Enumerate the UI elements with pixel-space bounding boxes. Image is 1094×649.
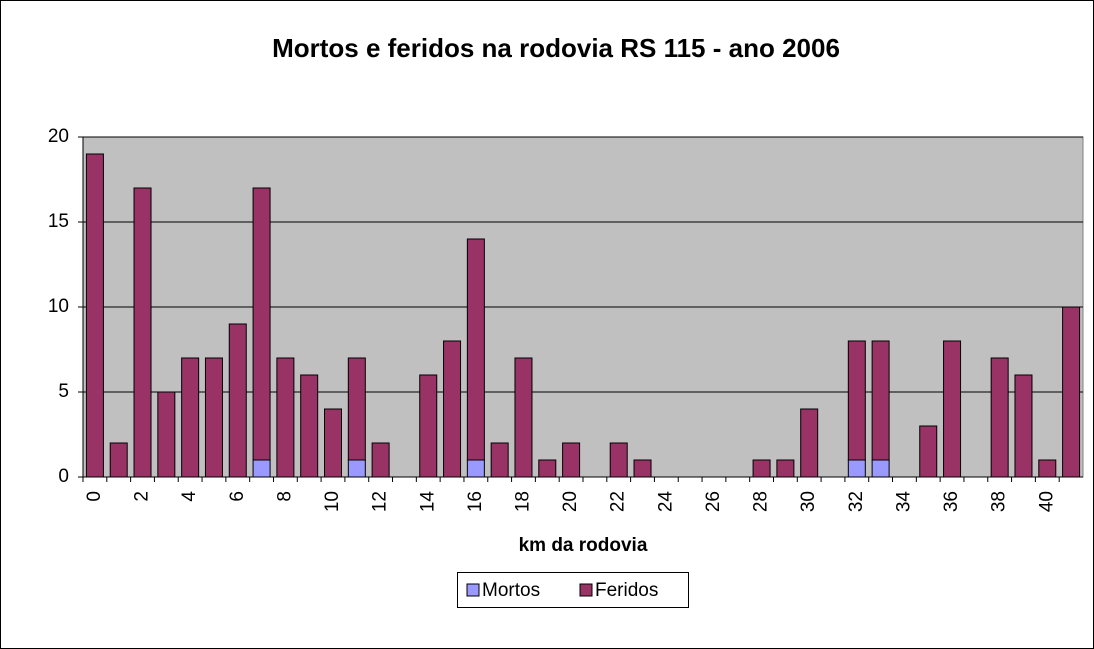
x-tick-label: 32 bbox=[846, 491, 867, 512]
bar-segment bbox=[871, 459, 890, 478]
legend-label: Mortos bbox=[482, 580, 540, 601]
x-tick-label: 28 bbox=[751, 491, 772, 512]
bar-segment bbox=[371, 442, 390, 478]
x-tick-label: 18 bbox=[512, 491, 533, 512]
bar-segment bbox=[181, 357, 200, 478]
bar-segment bbox=[514, 357, 533, 478]
x-tick-label: 4 bbox=[179, 491, 200, 502]
bar-segment bbox=[276, 357, 295, 478]
bar-segment bbox=[609, 442, 628, 478]
bar-segment bbox=[847, 340, 866, 461]
x-axis-title: km da rodovia bbox=[519, 535, 648, 556]
x-tick-label: 22 bbox=[608, 491, 629, 512]
bar-segment bbox=[990, 357, 1009, 478]
bar-segment bbox=[443, 340, 462, 478]
bar-segment bbox=[347, 357, 366, 461]
bar-segment bbox=[776, 459, 795, 478]
x-tick-label: 20 bbox=[560, 491, 581, 512]
bar-segment bbox=[490, 442, 509, 478]
legend-swatch bbox=[466, 583, 480, 597]
bar-segment bbox=[633, 459, 652, 478]
x-tick-label: 38 bbox=[989, 491, 1010, 512]
bar-segment bbox=[252, 187, 271, 461]
x-tick-label: 24 bbox=[655, 491, 676, 513]
bar-segment bbox=[204, 357, 223, 478]
bar-segment bbox=[109, 442, 128, 478]
legend-swatch bbox=[579, 583, 593, 597]
x-tick-label: 10 bbox=[322, 491, 343, 512]
bar-segment bbox=[919, 425, 938, 478]
legend-box bbox=[457, 572, 689, 608]
y-tick-label: 10 bbox=[48, 296, 69, 317]
x-tick-label: 12 bbox=[370, 491, 391, 512]
x-tick-label: 36 bbox=[941, 491, 962, 512]
x-tick-label: 26 bbox=[703, 491, 724, 512]
x-tick-label: 2 bbox=[132, 491, 153, 502]
y-tick-label: 15 bbox=[48, 211, 69, 232]
bar-segment bbox=[943, 340, 962, 478]
bar-segment bbox=[562, 442, 581, 478]
bar-segment bbox=[85, 153, 104, 478]
y-tick-label: 5 bbox=[58, 381, 69, 402]
bar-segment bbox=[1014, 374, 1033, 478]
bar-segment bbox=[871, 340, 890, 461]
x-tick-label: 40 bbox=[1036, 491, 1057, 512]
bar-segment bbox=[847, 459, 866, 478]
chart-title: Mortos e feridos na rodovia RS 115 - ano… bbox=[272, 33, 840, 63]
bar-segment bbox=[538, 459, 557, 478]
bar-segment bbox=[228, 323, 247, 478]
bar-segment bbox=[1062, 306, 1081, 478]
bar-segment bbox=[419, 374, 438, 478]
x-tick-label: 16 bbox=[465, 491, 486, 512]
bar-segment bbox=[1038, 459, 1057, 478]
x-tick-label: 8 bbox=[274, 491, 295, 502]
x-tick-label: 30 bbox=[798, 491, 819, 512]
bar-segment bbox=[324, 408, 342, 478]
y-tick-label: 20 bbox=[48, 126, 69, 147]
x-tick-label: 0 bbox=[84, 491, 105, 502]
bar-segment bbox=[347, 459, 366, 478]
x-tick-label: 34 bbox=[893, 491, 914, 513]
bar-segment bbox=[800, 408, 819, 478]
bar-segment bbox=[466, 238, 485, 461]
bar-segment bbox=[252, 459, 271, 478]
x-tick-label: 6 bbox=[227, 491, 248, 502]
x-tick-label: 14 bbox=[417, 491, 438, 513]
bar-segment bbox=[300, 374, 319, 478]
bar-segment bbox=[466, 459, 485, 478]
bar-segment bbox=[752, 459, 771, 478]
y-tick-label: 0 bbox=[58, 466, 69, 487]
bar-segment bbox=[133, 187, 152, 478]
bar-segment bbox=[157, 391, 176, 478]
legend-label: Feridos bbox=[595, 580, 658, 601]
